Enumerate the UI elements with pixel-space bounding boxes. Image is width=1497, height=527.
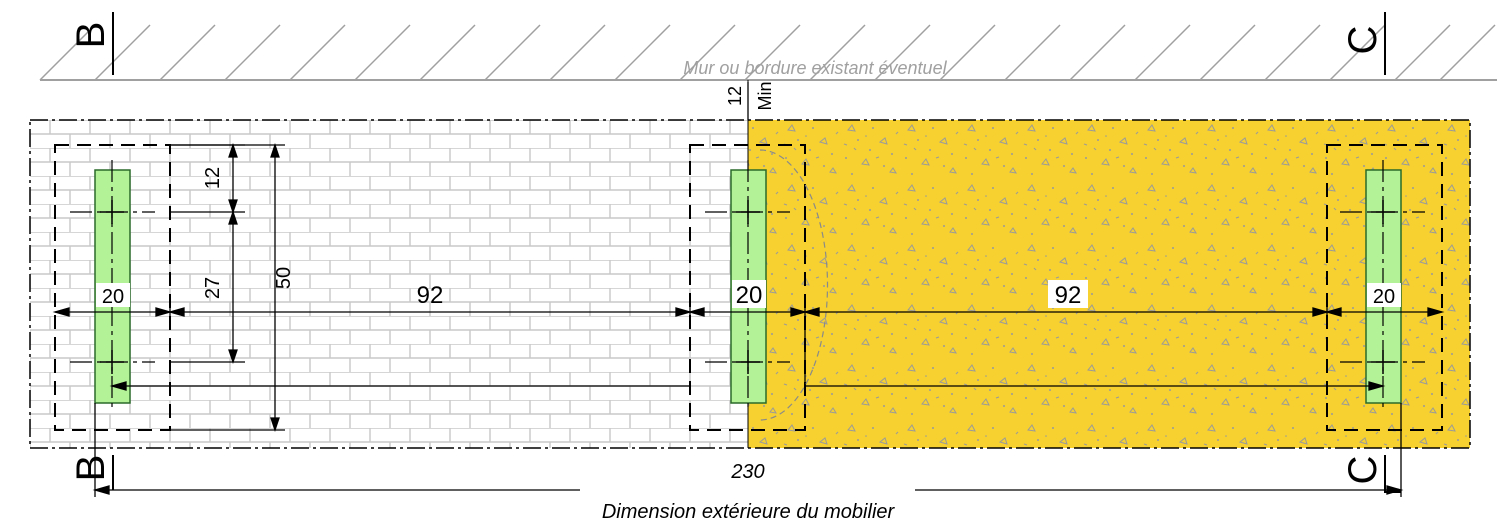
concrete-area: [748, 120, 1470, 448]
wall: Mur ou bordure existant éventuel: [39, 24, 1497, 81]
min-word: Min: [755, 81, 775, 110]
overall-caption: Dimension extérieure du mobilier: [602, 501, 896, 523]
ground-outline: [29, 119, 1471, 449]
foot-zone-mid: [689, 144, 806, 431]
paving-brick-area: [30, 120, 748, 448]
foot-zone-left: [54, 144, 171, 431]
section-c-top: C: [1341, 26, 1385, 55]
section-c-bottom: C: [1341, 456, 1385, 485]
section-b-top: B: [69, 22, 113, 49]
axis-reference-line: [109, 320, 1386, 392]
overall-value: 230: [730, 461, 764, 483]
wall-hatch: [39, 24, 1496, 81]
dim-total-depth: 50: [273, 267, 295, 289]
dim-inner-span: 27: [202, 277, 224, 299]
section-b-bottom: B: [69, 455, 113, 482]
dim-foot-width-right: 20: [1373, 286, 1395, 308]
min-value: 12: [725, 86, 745, 106]
offset-arc: [759, 149, 829, 421]
dim-foot-width-left: 20: [102, 286, 124, 308]
cross-marks: [100, 200, 1395, 374]
foot-zones: [54, 144, 1443, 431]
horizontal-dimensions: [52, 300, 1445, 322]
dim-offset-top: 12: [202, 167, 224, 189]
foot-zone-right: [1326, 144, 1443, 431]
vertical-dimensions: [170, 82, 749, 433]
section-markers: [112, 12, 1401, 493]
dim-gap-left: 92: [417, 282, 444, 309]
dim-gap-right: 92: [1055, 282, 1082, 309]
dim-foot-width-mid: 20: [736, 282, 763, 309]
wall-label: Mur ou bordure existant éventuel: [683, 58, 947, 78]
